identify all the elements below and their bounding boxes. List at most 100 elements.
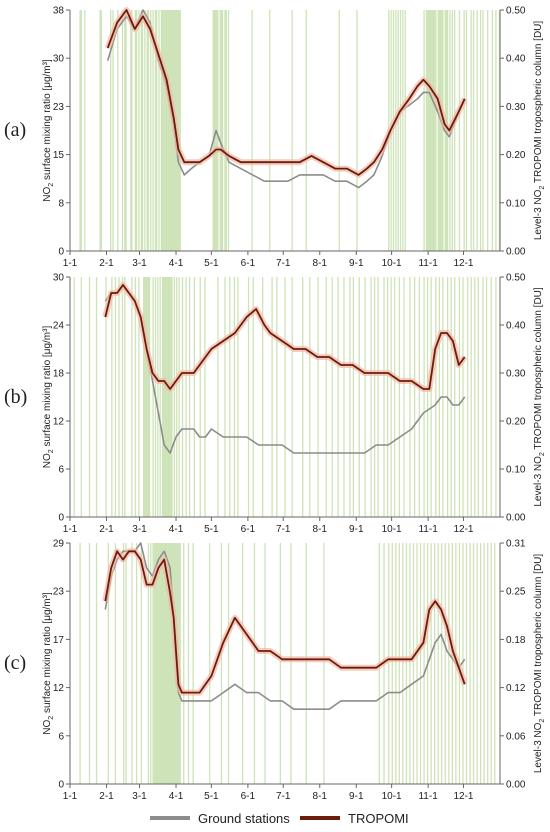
panel-label: (a) [4, 119, 26, 141]
rain-band [393, 277, 396, 517]
rain-band [156, 10, 158, 251]
rain-band [251, 10, 253, 251]
rain-band [383, 277, 385, 517]
rain-band [490, 277, 492, 517]
x-tick-label: 6-1 [241, 791, 256, 802]
rain-band [491, 10, 494, 251]
y-right-tick-label: 0.00 [506, 513, 526, 524]
rain-band [485, 277, 488, 517]
x-tick-label: 11-1 [418, 524, 438, 535]
rain-band [100, 10, 102, 251]
rain-band [163, 277, 165, 517]
rain-band [290, 543, 292, 784]
rain-band [423, 10, 425, 251]
rain-band [441, 543, 443, 784]
x-tick-label: 12-1 [453, 791, 473, 802]
rain-band [305, 10, 307, 251]
y-axis-left-title: NO2 surface mixing ratio [μg/m³] [42, 326, 55, 469]
rain-band [373, 277, 376, 517]
rain-band [117, 10, 119, 251]
y-left-tick-label: 23 [53, 102, 65, 113]
rain-band [262, 277, 264, 517]
rain-band [130, 10, 132, 251]
x-tick-label: 5-1 [204, 791, 219, 802]
rain-band [402, 543, 404, 784]
x-tick-label: 5-1 [204, 524, 219, 535]
y-right-tick-label: 0.20 [506, 150, 526, 161]
y-right-tick-label: 0.12 [506, 683, 526, 694]
x-tick-label: 3-1 [132, 791, 147, 802]
rain-band [437, 10, 439, 251]
rain-band [167, 543, 170, 784]
rain-band [221, 10, 224, 251]
rain-band [412, 543, 415, 784]
x-tick-label: 4-1 [169, 258, 184, 269]
x-tick-label: 10-1 [382, 524, 402, 535]
rain-band [193, 277, 195, 517]
rain-band [217, 277, 219, 517]
y-left-tick-label: 29 [53, 539, 65, 550]
ground-stations-label: Ground stations [198, 810, 290, 826]
x-tick-label: 7-1 [276, 258, 291, 269]
rain-band [409, 277, 411, 517]
rain-band [477, 277, 479, 517]
y-axis-right-title: Level-3 NO2 TROPOMI tropospheric column … [533, 21, 546, 241]
x-tick-label: 5-1 [204, 258, 219, 269]
y-right-tick-label: 0.40 [506, 321, 526, 332]
rain-band [358, 277, 360, 517]
rain-band [227, 10, 230, 251]
rain-band [426, 10, 429, 251]
rain-band [152, 10, 154, 251]
rain-band [451, 543, 453, 784]
rain-band [80, 277, 82, 517]
rain-band [423, 543, 425, 784]
rain-band [168, 277, 171, 517]
x-tick-label: 8-1 [313, 258, 328, 269]
rain-band [150, 10, 152, 251]
rain-band [399, 10, 402, 251]
rain-band [147, 543, 150, 784]
rain-band [187, 543, 190, 784]
rain-band [349, 277, 351, 517]
rain-band [199, 277, 201, 517]
rain-band [178, 277, 180, 517]
rain-band [395, 543, 397, 784]
rain-band [124, 10, 126, 251]
rain-band [402, 10, 404, 251]
rain-band [495, 277, 497, 517]
chart-panel-1: 1-1 2-1 3-1 4-1 5-1 6-1 7-1 8-1 9-1 10-1 11-1 12-1 0… [4, 6, 546, 270]
rain-band [425, 10, 428, 251]
rain-band [125, 10, 127, 251]
y-left-tick-label: 38 [53, 6, 65, 17]
rain-band [398, 543, 400, 784]
rain-band [442, 10, 444, 251]
y-axis-left-title: NO2 surface mixing ratio [μg/m³] [42, 592, 55, 735]
rain-band [403, 277, 405, 517]
rain-band [157, 277, 159, 517]
rain-band [487, 543, 489, 784]
y-right-tick-label: 0.50 [506, 273, 526, 284]
rain-band [264, 543, 266, 784]
rain-band [454, 277, 456, 517]
rain-band [79, 543, 81, 784]
rain-band [429, 10, 431, 251]
rain-band [161, 277, 164, 517]
rain-band [131, 543, 133, 784]
rain-band [237, 277, 239, 517]
rain-band [172, 543, 174, 784]
rain-band [337, 277, 339, 517]
rain-band [188, 277, 191, 517]
rain-band [171, 543, 173, 784]
y-left-tick-label: 12 [53, 683, 65, 694]
rain-band [242, 543, 244, 784]
rain-band [183, 543, 185, 784]
rain-band [469, 543, 471, 784]
rain-band [352, 277, 355, 517]
rain-band [428, 10, 430, 251]
rain-band [483, 543, 485, 784]
rain-band [204, 277, 206, 517]
rain-band [170, 10, 172, 251]
rain-band [110, 10, 112, 251]
x-tick-label: 9-1 [349, 524, 364, 535]
rain-band [430, 10, 432, 251]
